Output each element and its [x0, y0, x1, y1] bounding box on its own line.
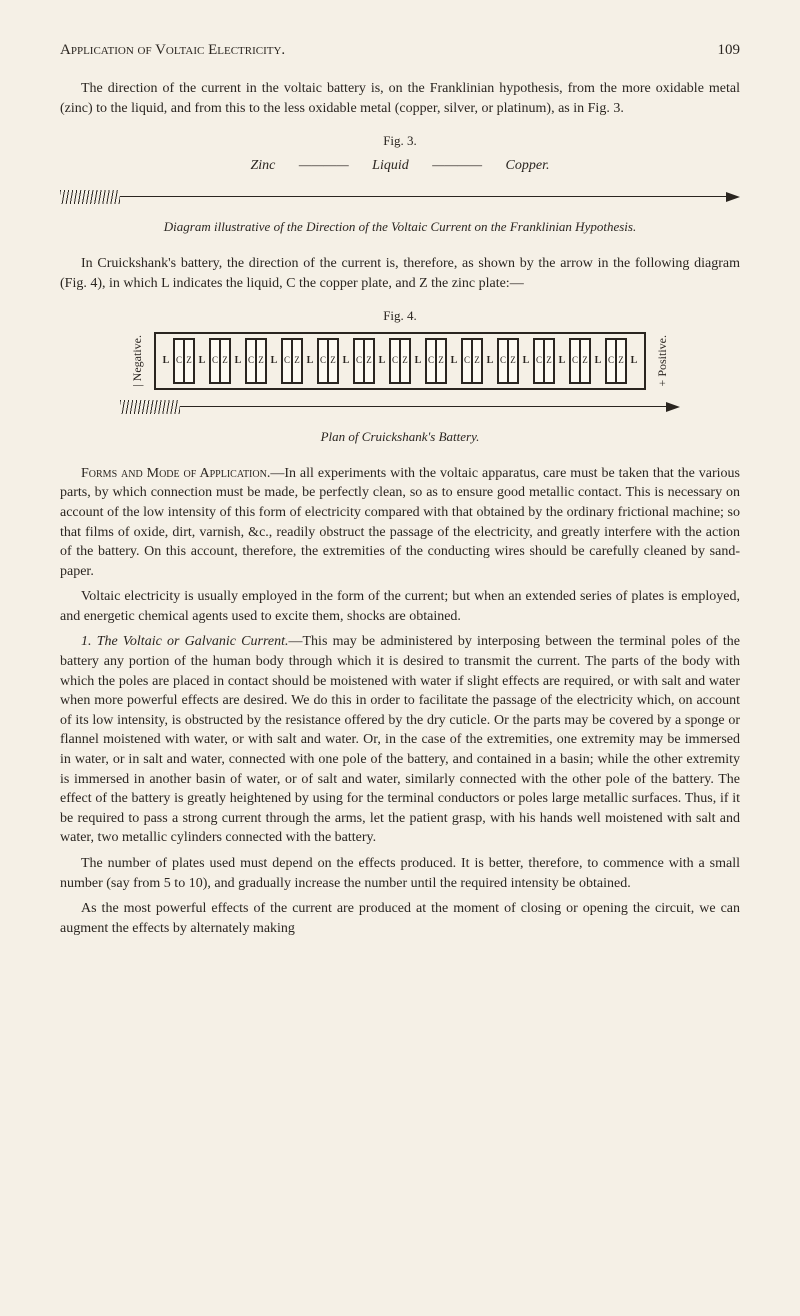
fig3-caption: Fig. 3. — [60, 132, 740, 150]
liquid-cell: L — [376, 338, 388, 384]
plate-pair: CZ — [569, 338, 591, 384]
fig3-diagram-caption: Diagram illustrative of the Direction of… — [60, 218, 740, 236]
plate-pair: CZ — [209, 338, 231, 384]
paragraph-6: The number of plates used must depend on… — [60, 854, 740, 893]
liquid-cell: L — [232, 338, 244, 384]
plate-pair: CZ — [353, 338, 375, 384]
zinc-plate: Z — [400, 339, 410, 383]
copper-plate: C — [498, 339, 508, 383]
fig3-dash1: ———— — [299, 158, 349, 173]
liquid-cell: L — [340, 338, 352, 384]
zinc-plate: Z — [544, 339, 554, 383]
arrow-shaft — [120, 196, 726, 197]
copper-plate: C — [426, 339, 436, 383]
fig3-liquid: Liquid — [372, 158, 409, 173]
liquid-cell: L — [304, 338, 316, 384]
fig3-arrow — [60, 190, 740, 204]
fig3-dash2: ———— — [432, 158, 482, 173]
liquid-cell: L — [628, 338, 640, 384]
copper-plate: C — [318, 339, 328, 383]
liquid-cell: L — [448, 338, 460, 384]
fig4-caption: Fig. 4. — [60, 307, 740, 325]
paragraph-5: 1. The Voltaic or Galvanic Current.—This… — [60, 632, 740, 848]
copper-plate: C — [570, 339, 580, 383]
positive-label: + Positive. — [654, 335, 671, 386]
arrow-shaft — [180, 406, 666, 407]
fig3-zinc: Zinc — [250, 158, 275, 173]
paragraph-1: The direction of the current in the volt… — [60, 79, 740, 118]
copper-plate: C — [390, 339, 400, 383]
hatch-icon — [120, 400, 180, 414]
copper-plate: C — [246, 339, 256, 383]
battery-row: LCZLCZLCZLCZLCZLCZLCZLCZLCZLCZLCZLCZLCZL — [160, 338, 640, 384]
paragraph-4: Voltaic electricity is usually employed … — [60, 587, 740, 626]
arrow-head-icon — [726, 192, 740, 202]
fig3-labels: Zinc ———— Liquid ———— Copper. — [60, 156, 740, 176]
liquid-cell: L — [520, 338, 532, 384]
liquid-cell: L — [160, 338, 172, 384]
forms-mode-heading: Forms and Mode of Application. — [81, 466, 270, 481]
copper-plate: C — [282, 339, 292, 383]
copper-plate: C — [174, 339, 184, 383]
zinc-plate: Z — [184, 339, 194, 383]
copper-plate: C — [534, 339, 544, 383]
zinc-plate: Z — [616, 339, 626, 383]
header-title: Application of Voltaic Electricity. — [60, 40, 285, 61]
plate-pair: CZ — [605, 338, 627, 384]
hatch-icon — [60, 190, 120, 204]
liquid-cell: L — [412, 338, 424, 384]
zinc-plate: Z — [220, 339, 230, 383]
zinc-plate: Z — [256, 339, 266, 383]
zinc-plate: Z — [472, 339, 482, 383]
page-number: 109 — [718, 40, 741, 61]
liquid-cell: L — [268, 338, 280, 384]
copper-plate: C — [354, 339, 364, 383]
fig3-copper: Copper. — [506, 158, 550, 173]
paragraph-7: As the most powerful effects of the curr… — [60, 899, 740, 938]
copper-plate: C — [462, 339, 472, 383]
running-header: Application of Voltaic Electricity. 109 — [60, 40, 740, 61]
plate-pair: CZ — [317, 338, 339, 384]
fig4-arrow — [120, 400, 680, 414]
plate-pair: CZ — [461, 338, 483, 384]
paragraph-2: In Cruickshank's battery, the direction … — [60, 254, 740, 293]
liquid-cell: L — [592, 338, 604, 384]
plate-pair: CZ — [389, 338, 411, 384]
zinc-plate: Z — [436, 339, 446, 383]
battery-box: LCZLCZLCZLCZLCZLCZLCZLCZLCZLCZLCZLCZLCZL — [154, 332, 646, 390]
plate-pair: CZ — [533, 338, 555, 384]
zinc-plate: Z — [292, 339, 302, 383]
plate-pair: CZ — [497, 338, 519, 384]
zinc-plate: Z — [364, 339, 374, 383]
liquid-cell: L — [196, 338, 208, 384]
paragraph-3: Forms and Mode of Application.—In all ex… — [60, 464, 740, 582]
plate-pair: CZ — [245, 338, 267, 384]
paragraph-3-body: —In all experiments with the voltaic app… — [60, 466, 740, 579]
zinc-plate: Z — [580, 339, 590, 383]
copper-plate: C — [210, 339, 220, 383]
liquid-cell: L — [484, 338, 496, 384]
fig4-diagram: | Negative. LCZLCZLCZLCZLCZLCZLCZLCZLCZL… — [60, 332, 740, 390]
paragraph-5-body: —This may be administered by interposing… — [60, 634, 740, 845]
liquid-cell: L — [556, 338, 568, 384]
plate-pair: CZ — [281, 338, 303, 384]
negative-label: | Negative. — [129, 335, 146, 387]
zinc-plate: Z — [328, 339, 338, 383]
fig4-plan-caption: Plan of Cruickshank's Battery. — [60, 428, 740, 446]
plate-pair: CZ — [425, 338, 447, 384]
zinc-plate: Z — [508, 339, 518, 383]
arrow-head-icon — [666, 402, 680, 412]
plate-pair: CZ — [173, 338, 195, 384]
voltaic-current-heading: 1. The Voltaic or Galvanic Current. — [81, 634, 289, 649]
copper-plate: C — [606, 339, 616, 383]
